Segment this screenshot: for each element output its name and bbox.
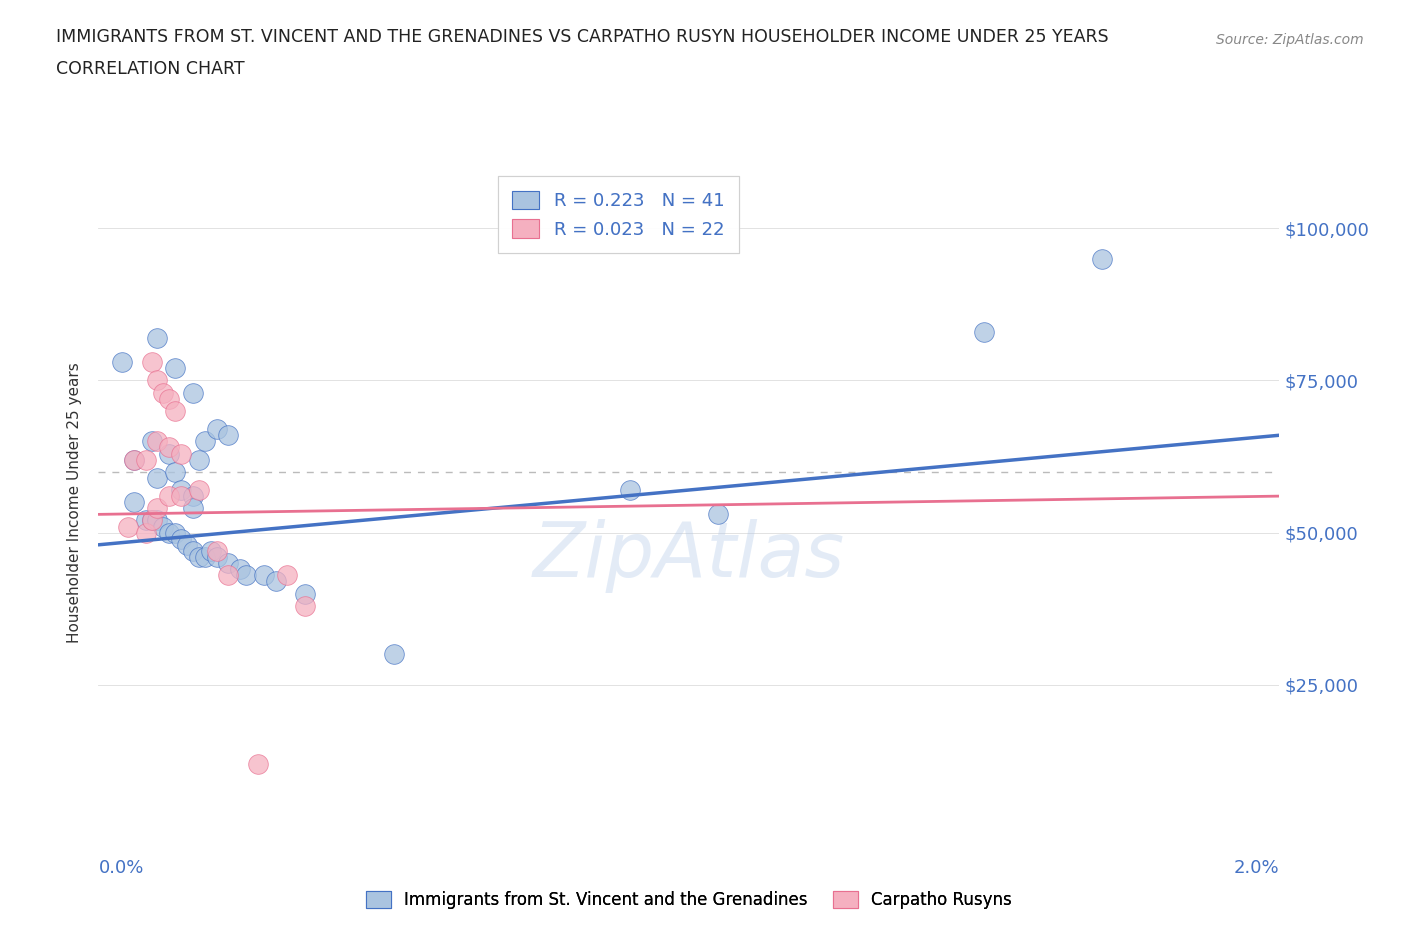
- Point: [382, 647, 405, 662]
- Point: [194, 550, 217, 565]
- Point: [973, 325, 995, 339]
- Text: Source: ZipAtlas.com: Source: ZipAtlas.com: [1216, 33, 1364, 46]
- Point: [122, 452, 145, 467]
- Point: [146, 513, 169, 528]
- Point: [135, 452, 157, 467]
- Point: [205, 543, 228, 558]
- Point: [707, 507, 730, 522]
- Point: [1091, 251, 1114, 266]
- Point: [217, 568, 239, 583]
- Point: [187, 483, 209, 498]
- Y-axis label: Householder Income Under 25 years: Householder Income Under 25 years: [67, 362, 83, 643]
- Point: [170, 483, 193, 498]
- Point: [619, 483, 641, 498]
- Point: [157, 440, 180, 455]
- Point: [122, 452, 145, 467]
- Point: [157, 525, 180, 540]
- Point: [117, 519, 139, 534]
- Point: [165, 525, 187, 540]
- Point: [264, 574, 287, 589]
- Legend: R = 0.223   N = 41, R = 0.023   N = 22: R = 0.223 N = 41, R = 0.023 N = 22: [498, 177, 738, 253]
- Point: [146, 330, 169, 345]
- Point: [170, 488, 193, 503]
- Point: [141, 434, 163, 449]
- Point: [181, 385, 204, 400]
- Point: [181, 488, 204, 503]
- Point: [217, 555, 239, 570]
- Point: [276, 568, 298, 583]
- Point: [157, 488, 180, 503]
- Point: [165, 361, 187, 376]
- Point: [217, 428, 239, 443]
- Point: [181, 543, 204, 558]
- Point: [146, 501, 169, 516]
- Point: [205, 421, 228, 436]
- Point: [229, 562, 252, 577]
- Point: [194, 434, 217, 449]
- Point: [187, 452, 209, 467]
- Text: IMMIGRANTS FROM ST. VINCENT AND THE GRENADINES VS CARPATHO RUSYN HOUSEHOLDER INC: IMMIGRANTS FROM ST. VINCENT AND THE GREN…: [56, 28, 1109, 46]
- Point: [165, 464, 187, 479]
- Point: [146, 373, 169, 388]
- Point: [135, 525, 157, 540]
- Point: [141, 513, 163, 528]
- Text: CORRELATION CHART: CORRELATION CHART: [56, 60, 245, 78]
- Point: [146, 471, 169, 485]
- Point: [235, 568, 257, 583]
- Text: ZipAtlas: ZipAtlas: [533, 519, 845, 592]
- Point: [152, 519, 174, 534]
- Point: [141, 354, 163, 369]
- Point: [152, 385, 174, 400]
- Point: [170, 531, 193, 546]
- Point: [294, 598, 316, 613]
- Text: 0.0%: 0.0%: [98, 859, 143, 877]
- Point: [165, 404, 187, 418]
- Point: [246, 756, 269, 771]
- Point: [141, 513, 163, 528]
- Point: [157, 446, 180, 461]
- Point: [200, 543, 222, 558]
- Point: [146, 434, 169, 449]
- Point: [176, 538, 198, 552]
- Text: 2.0%: 2.0%: [1234, 859, 1279, 877]
- Point: [170, 446, 193, 461]
- Point: [111, 354, 134, 369]
- Point: [187, 550, 209, 565]
- Point: [135, 513, 157, 528]
- Point: [181, 501, 204, 516]
- Point: [122, 495, 145, 510]
- Point: [205, 550, 228, 565]
- Point: [157, 392, 180, 406]
- Point: [294, 586, 316, 601]
- Point: [253, 568, 276, 583]
